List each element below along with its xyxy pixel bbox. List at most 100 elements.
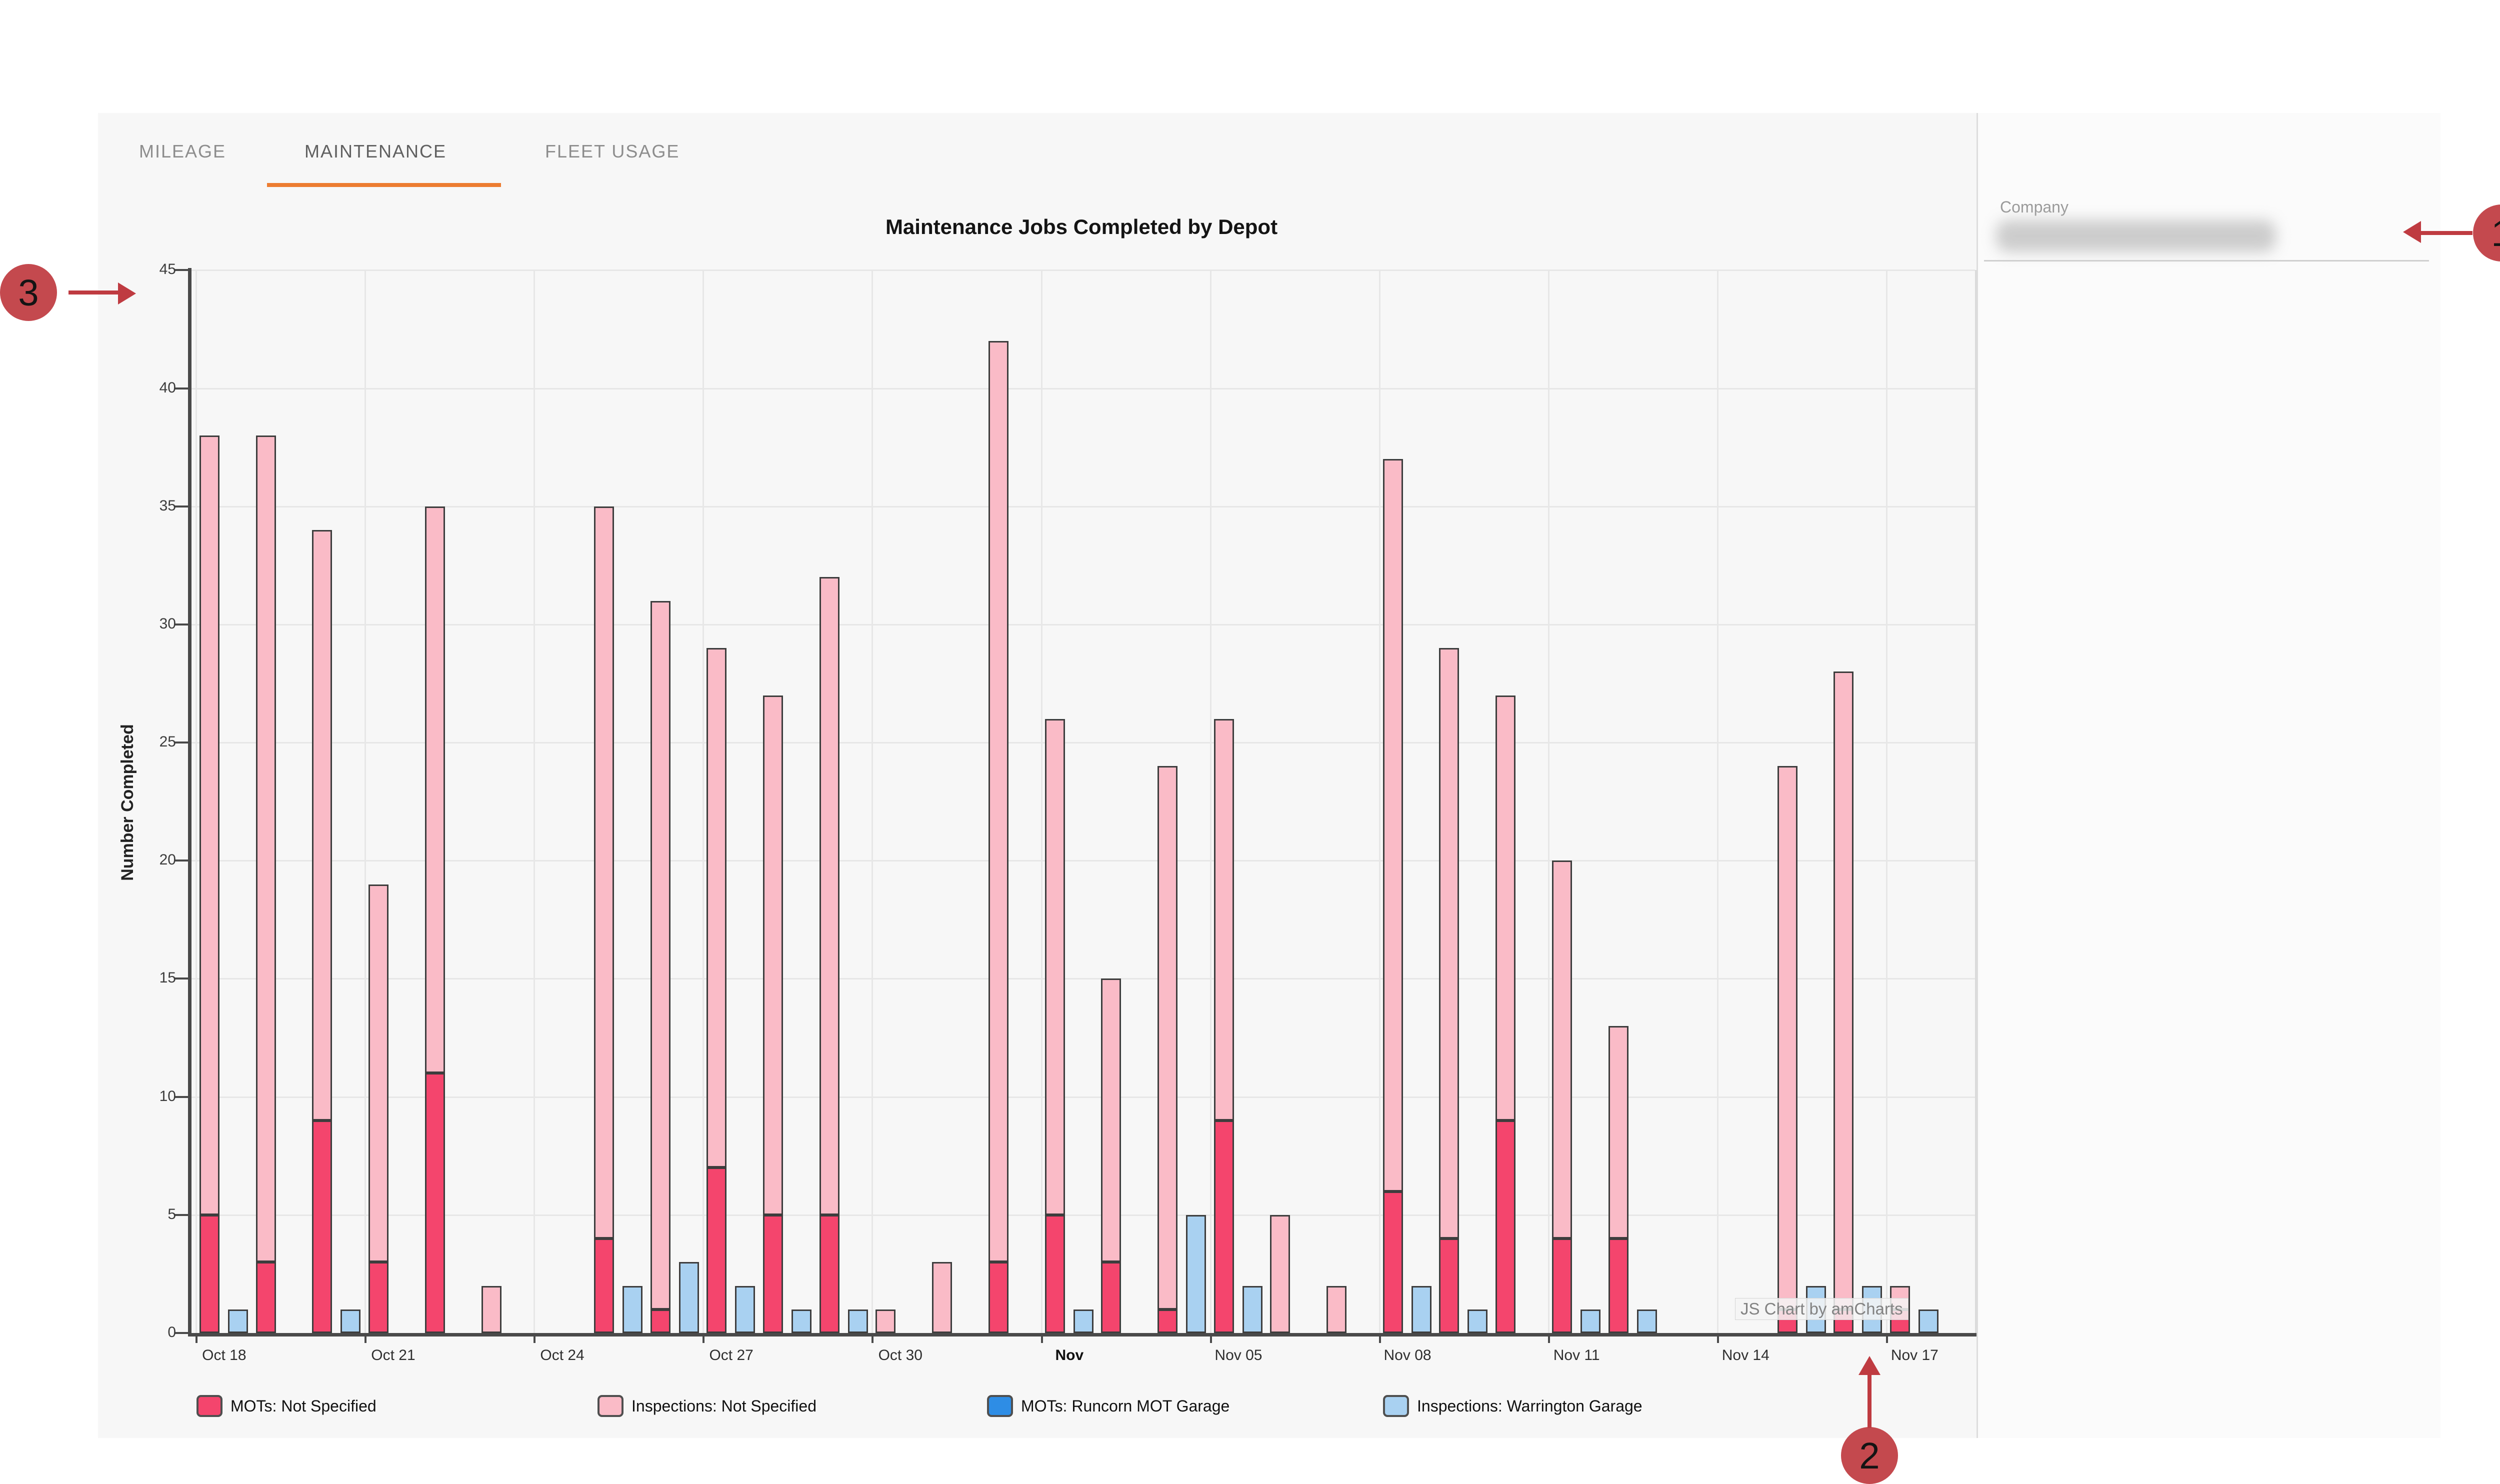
bar-segment	[200, 436, 220, 1215]
x-tick-label: Nov 05	[1214, 1347, 1262, 1364]
company-field-label: Company	[2000, 198, 2068, 216]
x-tick-label: Oct 21	[371, 1347, 416, 1364]
bar-segment	[1214, 718, 1234, 1120]
bar-segment	[1439, 648, 1460, 1239]
bar-segment	[594, 506, 614, 1239]
legend-item[interactable]: MOTs: Runcorn MOT Garage	[987, 1395, 1230, 1417]
y-tick-label: 5	[168, 1206, 176, 1222]
company-sidebar	[1976, 113, 2440, 1438]
bar-segment	[763, 695, 783, 1215]
bar-segment	[1552, 860, 1572, 1239]
gridline-vertical	[702, 270, 704, 1333]
legend-item[interactable]: MOTs: Not Specified	[196, 1395, 376, 1417]
gridline-vertical	[1548, 270, 1550, 1333]
y-axis-tick	[175, 269, 188, 272]
legend-label: Inspections: Warrington Garage	[1417, 1396, 1642, 1415]
y-tick-label: 40	[159, 379, 176, 396]
y-axis-tick	[175, 1214, 188, 1216]
x-axis-tick	[1040, 1335, 1043, 1343]
gridline-vertical	[1886, 270, 1888, 1333]
gridline-vertical	[1716, 270, 1718, 1333]
bar-segment	[763, 1214, 783, 1333]
gridline-vertical	[1040, 270, 1042, 1333]
bar-segment	[1468, 1309, 1488, 1333]
bar-segment	[819, 1214, 840, 1333]
bar-segment	[1044, 1214, 1065, 1333]
bar-segment	[1608, 1238, 1628, 1333]
tab-maintenance[interactable]: MAINTENANCE	[304, 141, 447, 162]
x-axis-tick	[1210, 1335, 1212, 1343]
bar-segment	[1918, 1309, 1938, 1333]
x-tick-label: Oct 24	[540, 1347, 584, 1364]
bar-segment	[622, 1286, 642, 1333]
bar-segment	[1636, 1309, 1657, 1333]
bar-segment	[1214, 1120, 1234, 1333]
bar-segment	[1496, 695, 1516, 1120]
legend-item[interactable]: Inspections: Warrington Garage	[1383, 1395, 1642, 1417]
x-tick-label: Oct 30	[878, 1347, 922, 1364]
bar-segment	[706, 1168, 727, 1333]
x-axis-tick	[196, 1335, 198, 1343]
y-axis-tick	[175, 623, 188, 626]
tab-fleet-usage[interactable]: FLEET USAGE	[545, 141, 680, 162]
y-tick-label: 20	[159, 852, 176, 868]
y-axis-title: Number Completed	[118, 724, 137, 881]
bar-segment	[368, 1262, 389, 1333]
x-axis-tick	[1548, 1335, 1550, 1343]
gridline-vertical	[1378, 270, 1380, 1333]
x-tick-label: Oct 27	[709, 1347, 754, 1364]
bar-segment	[792, 1309, 812, 1333]
amcharts-watermark: JS Chart by amCharts	[1735, 1298, 1908, 1320]
y-tick-label: 0	[168, 1324, 176, 1340]
company-field-underline	[1984, 260, 2429, 262]
legend-swatch	[1383, 1395, 1409, 1417]
annotation-arrow-line-1	[2419, 231, 2472, 235]
bar-segment	[1382, 1191, 1403, 1333]
x-axis-tick	[1378, 1335, 1381, 1343]
tab-mileage[interactable]: MILEAGE	[139, 141, 226, 162]
y-tick-label: 15	[159, 970, 176, 986]
bar-segment	[1580, 1309, 1600, 1333]
bar-segment	[481, 1286, 502, 1333]
y-tick-label: 30	[159, 615, 176, 632]
bar-segment	[1496, 1120, 1516, 1333]
gridline-horizontal	[188, 1214, 1975, 1216]
y-axis-tick	[175, 978, 188, 980]
legend-label: MOTs: Not Specified	[230, 1396, 376, 1415]
bar-segment	[228, 1309, 248, 1333]
legend-label: Inspections: Not Specified	[632, 1396, 816, 1415]
gridline-horizontal	[188, 270, 1975, 272]
active-tab-underline	[267, 183, 501, 187]
bar-segment	[200, 1214, 220, 1333]
bar-segment	[678, 1262, 699, 1333]
legend-swatch	[598, 1395, 624, 1417]
y-axis-line	[188, 268, 192, 1336]
y-axis-tick	[175, 387, 188, 390]
bar-segment	[988, 341, 1008, 1262]
gridline-vertical	[196, 270, 197, 1333]
x-tick-label: Nov 11	[1553, 1347, 1600, 1364]
x-tick-label: Nov 08	[1384, 1347, 1432, 1364]
legend-item[interactable]: Inspections: Not Specified	[598, 1395, 816, 1417]
x-axis-tick	[534, 1335, 536, 1343]
annotation-arrow-line-2	[1868, 1374, 1872, 1428]
gridline-horizontal	[188, 742, 1975, 744]
bar-segment	[1101, 978, 1122, 1262]
bar-segment	[1044, 718, 1065, 1215]
bar-segment	[368, 884, 389, 1262]
bar-segment	[312, 1120, 332, 1333]
chart-title: Maintenance Jobs Completed by Depot	[885, 215, 1278, 238]
bar-segment	[876, 1309, 896, 1333]
y-tick-label: 45	[159, 261, 176, 278]
bar-segment	[932, 1262, 952, 1333]
bar-segment	[988, 1262, 1008, 1333]
annotation-arrow-head-2	[1858, 1356, 1880, 1375]
company-field-value-redacted[interactable]	[1996, 220, 2276, 252]
bar-segment	[1157, 766, 1178, 1310]
gridline-vertical	[364, 270, 366, 1333]
x-axis-tick	[872, 1335, 874, 1343]
x-tick-label: Nov 14	[1722, 1347, 1770, 1364]
y-axis-tick	[175, 742, 188, 744]
bar-segment	[1834, 672, 1854, 1310]
